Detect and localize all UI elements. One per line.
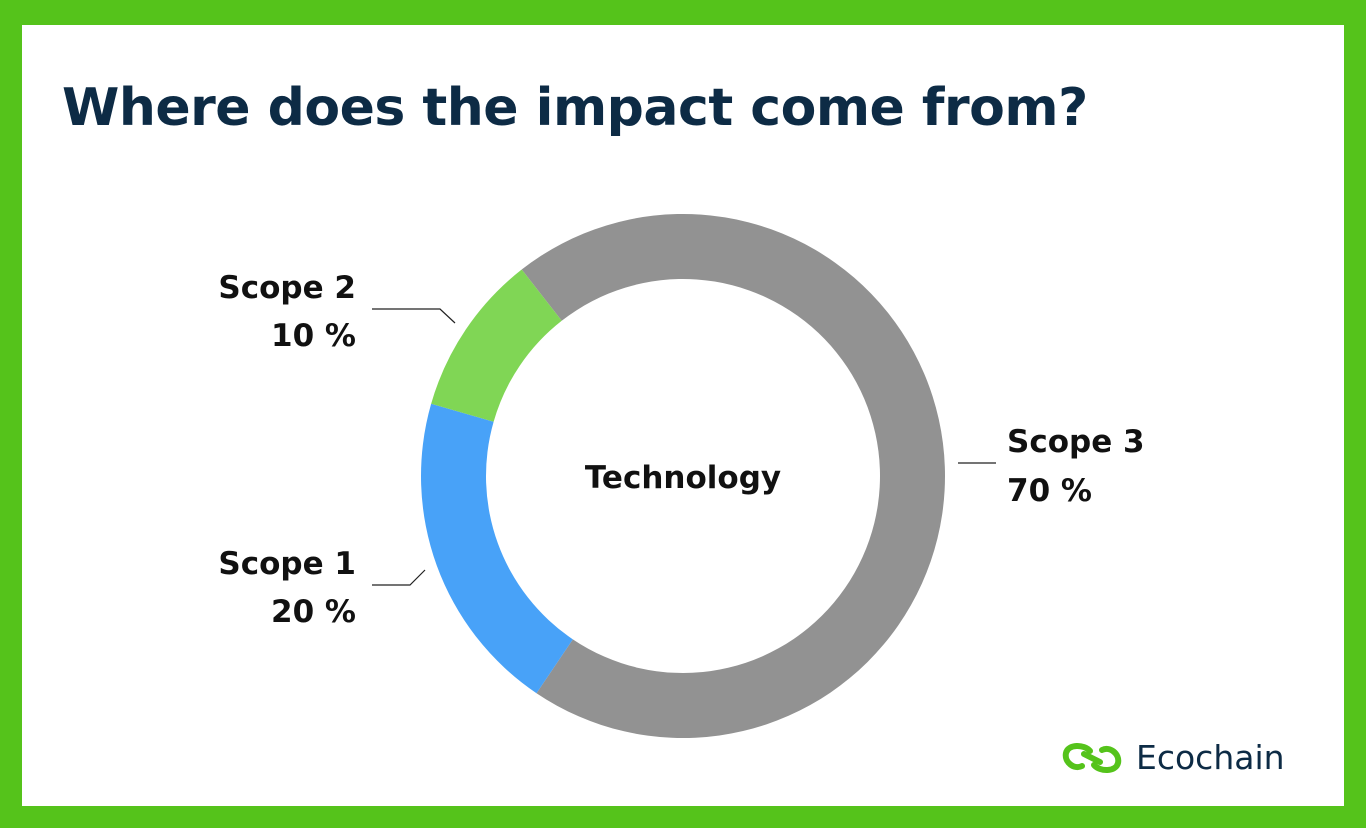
slice-value-scope-1: 20 % <box>271 594 356 630</box>
page-title: Where does the impact come from? <box>62 78 1088 138</box>
leader-line-scope-1 <box>372 569 426 586</box>
brand-name: Ecochain <box>1136 738 1285 777</box>
slice-label-scope-3: Scope 3 <box>1007 424 1145 460</box>
slice-scope-3 <box>521 213 945 738</box>
ecochain-logo: Ecochain <box>1060 738 1285 777</box>
slice-value-scope-2: 10 % <box>271 318 356 354</box>
slice-value-scope-3: 70 % <box>1007 473 1092 509</box>
slice-scope-1 <box>421 403 573 694</box>
slice-scope-2 <box>431 269 562 422</box>
infinity-chain-icon <box>1062 742 1122 773</box>
center-label: Technology <box>585 460 781 496</box>
slice-label-scope-2: Scope 2 <box>218 270 356 306</box>
leader-line-scope-2 <box>372 308 456 324</box>
slice-label-scope-1: Scope 1 <box>218 546 356 582</box>
